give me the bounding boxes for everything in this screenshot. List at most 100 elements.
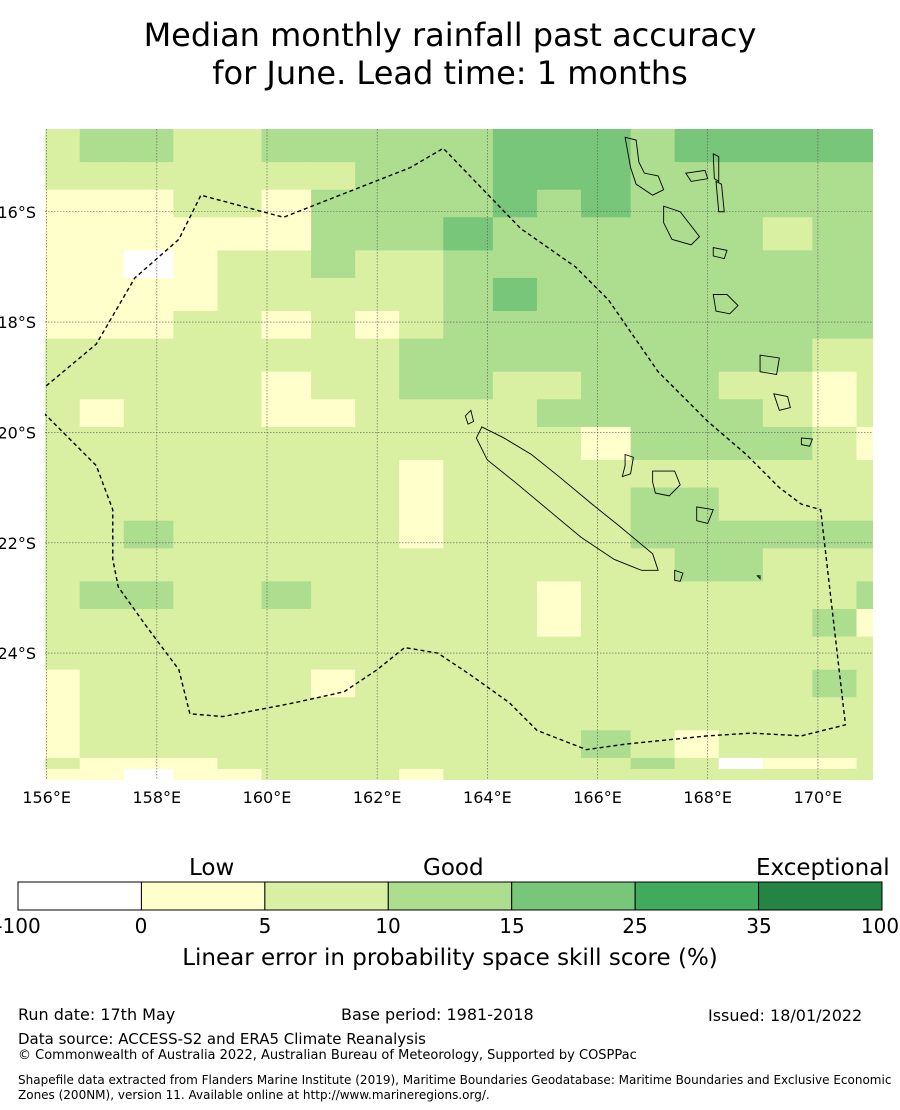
skill-cell (443, 189, 494, 218)
skill-cell (856, 768, 873, 780)
longitude-tick-label: 166°E (573, 788, 622, 807)
skill-cell (856, 730, 873, 759)
skill-cell (443, 162, 494, 191)
colorbar-swatch (387, 881, 513, 911)
skill-cell (217, 581, 263, 610)
skill-cell (856, 608, 873, 638)
skill-cell (45, 277, 81, 312)
skill-cell (856, 129, 873, 163)
skill-cell (536, 757, 582, 770)
skill-cell (536, 669, 582, 698)
skill-cell (311, 757, 356, 770)
skill-cell (492, 757, 538, 770)
skill-cell (856, 277, 873, 312)
issued-date: Issued: 18/01/2022 (708, 1006, 863, 1025)
skill-cell (217, 250, 263, 279)
skill-cell (79, 217, 125, 251)
skill-cell (812, 129, 857, 163)
island-outline (621, 453, 634, 478)
skill-cell (399, 399, 444, 428)
skill-cell (123, 520, 174, 549)
skill-cell (45, 697, 81, 731)
skill-cell (492, 768, 538, 780)
skill-cell (355, 608, 400, 638)
skill-cell (217, 548, 263, 582)
skill-cell (443, 697, 494, 731)
skill-cell (630, 162, 676, 191)
skill-cell (630, 581, 676, 610)
skill-cell (79, 338, 125, 373)
colorbar-tick: 5 (258, 914, 272, 938)
skill-cell (217, 697, 263, 731)
skill-cell (492, 669, 538, 698)
skill-cell (173, 426, 218, 461)
skill-cell (123, 162, 174, 191)
skill-cell (856, 487, 873, 522)
skill-cell (355, 399, 400, 428)
island-outline (759, 354, 780, 376)
skill-cell (123, 730, 174, 759)
skill-cell (399, 697, 444, 731)
skill-cell (399, 581, 444, 610)
skill-cell (217, 757, 263, 770)
skill-cell (718, 129, 764, 163)
island-outline (464, 409, 475, 425)
skill-cell (492, 311, 538, 340)
skill-cell (856, 311, 873, 340)
graticule (45, 129, 873, 780)
skill-cell (718, 371, 764, 400)
skill-cell (536, 768, 582, 780)
longitude-tick-label: 168°E (683, 788, 732, 807)
skill-cell (581, 757, 632, 770)
skill-cell (492, 426, 538, 461)
skill-cell (762, 371, 813, 400)
skill-cell (173, 277, 218, 312)
skill-cell (173, 730, 218, 759)
skill-cell (399, 162, 444, 191)
eez-boundary (45, 147, 847, 751)
skill-cell (79, 487, 125, 522)
island-outline (773, 393, 791, 411)
colorbar-swatch (17, 881, 142, 911)
skill-cell (536, 129, 582, 163)
skill-cell (581, 487, 632, 522)
skill-cell (630, 189, 676, 218)
skill-cell (261, 608, 312, 638)
island-outline (712, 153, 720, 183)
skill-cell (856, 162, 873, 191)
skill-cell (581, 277, 632, 312)
skill-cell (45, 460, 81, 489)
skill-cell (123, 338, 174, 373)
skill-cell (718, 162, 764, 191)
skill-cell (581, 162, 632, 191)
skill-cell (674, 250, 720, 279)
island-outline (652, 470, 681, 497)
skill-cell (261, 217, 312, 251)
skill-cell (812, 311, 857, 340)
skill-cell (45, 636, 81, 671)
skill-cell (762, 608, 813, 638)
colorbar-title: Linear error in probability space skill … (182, 945, 718, 971)
skill-cell (674, 311, 720, 340)
skill-cell (45, 338, 81, 373)
skill-cell (762, 426, 813, 461)
skill-cell (443, 730, 494, 759)
skill-cell (536, 162, 582, 191)
skill-cell (311, 460, 356, 489)
skill-cell (492, 371, 538, 400)
skill-cell (856, 520, 873, 549)
skill-cell (173, 371, 218, 400)
skill-cell (311, 487, 356, 522)
skill-cell (812, 730, 857, 759)
skill-cell (492, 460, 538, 489)
skill-cell (856, 697, 873, 731)
skill-cell (79, 162, 125, 191)
copyright: © Commonwealth of Australia 2022, Austra… (18, 1048, 637, 1063)
skill-cell (762, 581, 813, 610)
skill-cell (45, 311, 81, 340)
skill-cell (581, 520, 632, 549)
colorbar-swatch (758, 881, 883, 911)
skill-cell (311, 399, 356, 428)
skill-cell (399, 730, 444, 759)
skill-cell (856, 250, 873, 279)
